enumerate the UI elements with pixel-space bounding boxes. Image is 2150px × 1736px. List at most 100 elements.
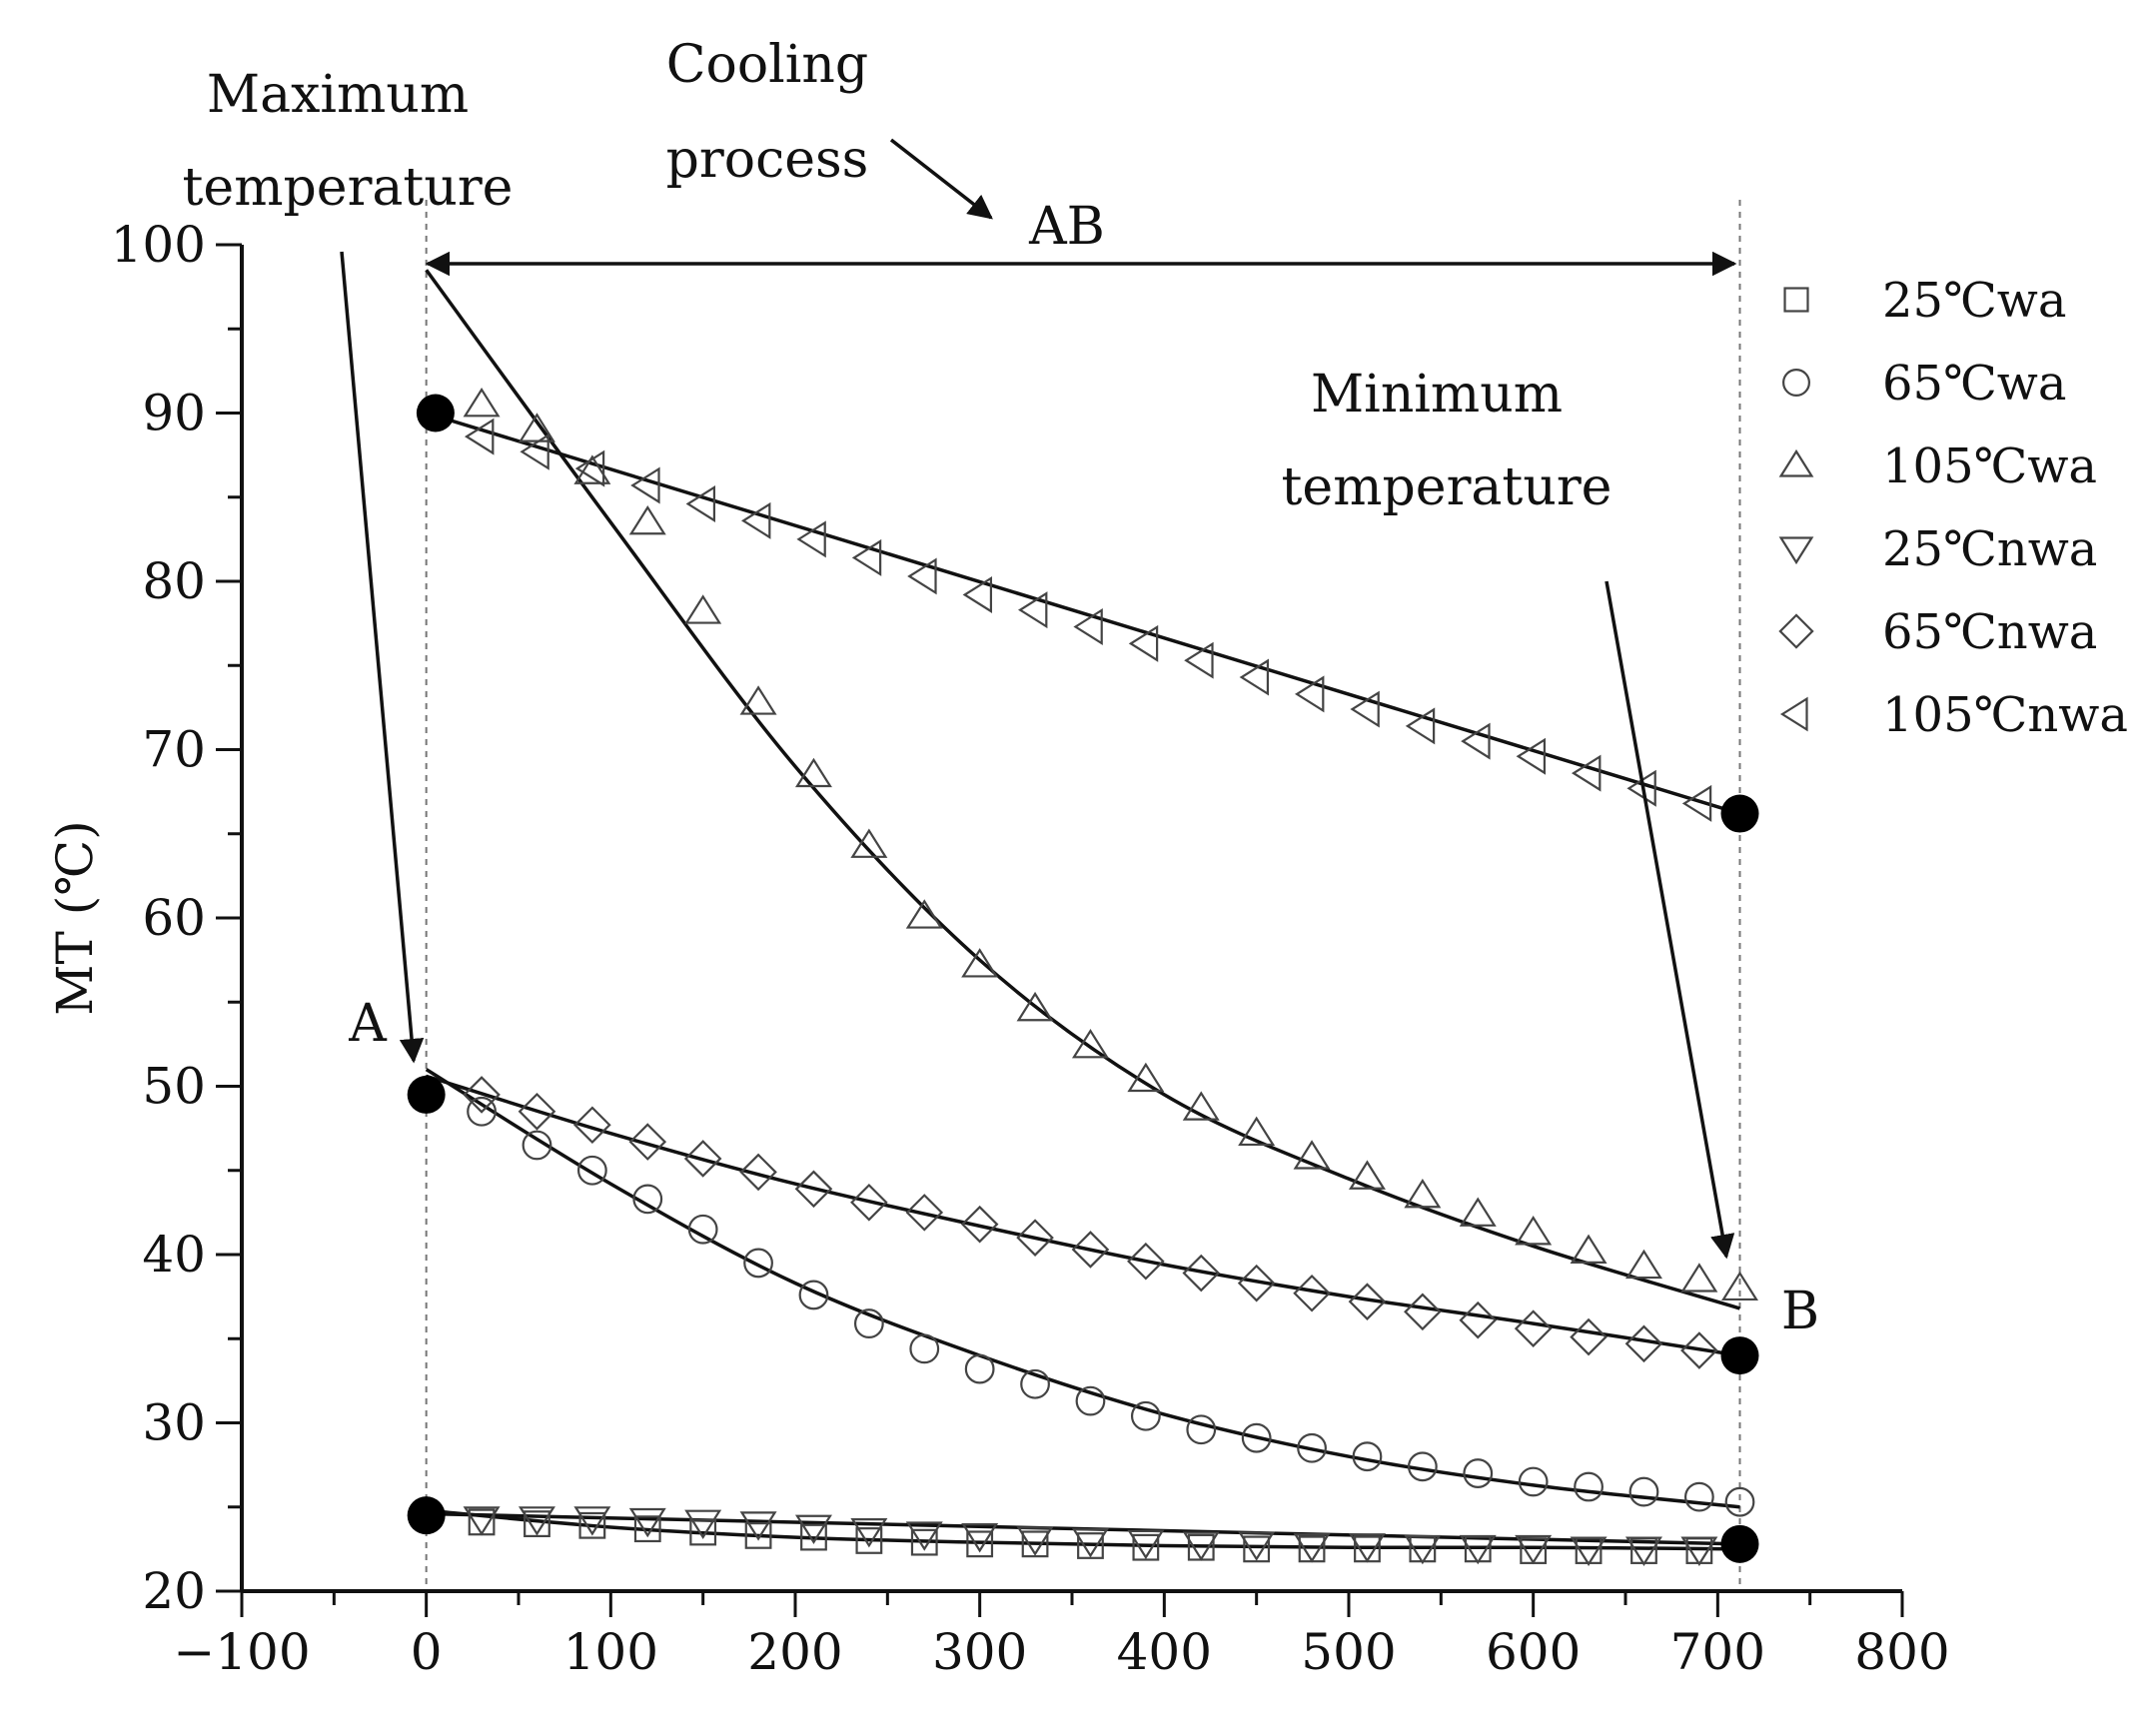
- legend-item: 65℃nwa: [1778, 604, 2097, 660]
- point-b-label: B: [1781, 1282, 1819, 1341]
- data-point: [573, 1106, 611, 1145]
- data-point: [1518, 1466, 1549, 1497]
- data-point: [463, 1076, 501, 1114]
- data-point: [910, 1528, 938, 1556]
- data-point: [573, 454, 611, 484]
- data-point: [743, 1248, 773, 1279]
- y-axis-label: MT (℃): [46, 820, 104, 1015]
- legend-item: 25℃nwa: [1778, 521, 2097, 577]
- data-point: [464, 418, 495, 455]
- series-65℃nwa: [463, 1076, 1718, 1369]
- data-point: [632, 1184, 663, 1215]
- data-point: [1459, 1197, 1497, 1227]
- data-point: [1184, 641, 1214, 679]
- x-tick-label: 600: [1486, 1623, 1581, 1681]
- data-point: [962, 575, 993, 613]
- data-point: [1514, 1309, 1553, 1347]
- data-point: [1405, 707, 1436, 745]
- y-tick-label: 30: [142, 1394, 206, 1452]
- y-tick-label: 70: [142, 721, 206, 779]
- data-point: [1463, 1458, 1494, 1488]
- x-tick-label: 500: [1301, 1623, 1396, 1681]
- data-point: [739, 1153, 777, 1192]
- cooling-label-line1: Cooling: [666, 35, 868, 95]
- y-tick-label: 100: [111, 216, 206, 274]
- data-point: [1624, 1249, 1662, 1280]
- data-point: [794, 1170, 833, 1209]
- min-temp-label-line2: temperature: [1282, 457, 1612, 517]
- data-point: [794, 1514, 832, 1545]
- fit-65wa-line: [425, 1068, 1740, 1509]
- data-point: [1624, 1324, 1663, 1363]
- data-point: [744, 1521, 772, 1549]
- x-tick-label: 700: [1670, 1623, 1765, 1681]
- data-point: [573, 1506, 611, 1536]
- data-point: [1294, 675, 1325, 713]
- data-point: [1520, 1537, 1548, 1564]
- data-point: [1404, 1178, 1442, 1209]
- annotations: Maximum temperature Cooling process AB M…: [183, 35, 1820, 1341]
- max-temp-label-line2: temperature: [183, 158, 514, 218]
- data-point: [1293, 1140, 1331, 1170]
- data-markers: [463, 388, 1758, 1566]
- data-point: [1127, 1242, 1165, 1281]
- data-point: [1073, 608, 1103, 645]
- cooling-label-line2: process: [666, 130, 869, 190]
- data-point: [1020, 1368, 1050, 1399]
- data-point: [574, 449, 605, 487]
- data-point: [1683, 1481, 1714, 1512]
- data-point: [1237, 1264, 1276, 1302]
- fit-65nwa-line: [426, 1074, 1740, 1357]
- data-point: [628, 504, 666, 535]
- data-point: [796, 520, 826, 558]
- data-point: [1571, 754, 1602, 792]
- legend-label: 25℃wa: [1882, 273, 2066, 329]
- data-point: [1348, 1283, 1387, 1320]
- ab-label: AB: [1028, 197, 1105, 257]
- data-point: [739, 1511, 777, 1541]
- data-point: [1350, 690, 1380, 728]
- data-point: [964, 1353, 995, 1384]
- key-point: [1720, 794, 1759, 833]
- data-point: [683, 1140, 722, 1178]
- data-point: [1574, 1471, 1604, 1502]
- data-point: [1516, 737, 1547, 775]
- data-point: [905, 899, 943, 929]
- legend-item: 65℃wa: [1782, 356, 2066, 412]
- axes: [240, 245, 1902, 1593]
- data-point: [1348, 1160, 1386, 1190]
- data-point: [1293, 1533, 1331, 1563]
- data-point: [1075, 1385, 1106, 1416]
- data-point: [687, 1214, 718, 1245]
- cooling-arrow: [889, 138, 993, 220]
- x-tick-label: 0: [411, 1623, 443, 1681]
- data-point: [578, 1511, 606, 1539]
- data-point: [524, 1510, 550, 1538]
- data-point: [1352, 1441, 1383, 1472]
- data-point: [1348, 1533, 1386, 1563]
- data-point: [684, 1509, 722, 1539]
- legend-marker: [1778, 448, 1814, 477]
- data-point: [850, 828, 888, 858]
- key-point: [407, 1075, 446, 1114]
- data-point: [522, 1130, 552, 1161]
- x-tick-label: 100: [563, 1623, 658, 1681]
- data-point: [850, 1517, 888, 1548]
- key-point: [1720, 1524, 1759, 1563]
- data-point: [961, 1523, 999, 1553]
- data-point: [850, 1183, 888, 1222]
- data-point: [1077, 1532, 1104, 1559]
- data-point: [1624, 1536, 1662, 1566]
- x-tick-label: 400: [1117, 1623, 1212, 1681]
- data-point: [739, 685, 777, 715]
- key-point: [407, 1496, 446, 1535]
- data-point: [1724, 1486, 1755, 1517]
- data-point: [800, 1523, 827, 1551]
- point-a-label: A: [348, 994, 388, 1054]
- y-tick-label: 90: [142, 385, 206, 442]
- data-point: [1016, 991, 1054, 1022]
- data-point: [467, 1096, 497, 1127]
- data-point: [463, 1506, 501, 1536]
- legend-item: 105℃nwa: [1779, 687, 2128, 743]
- data-point: [905, 1521, 943, 1551]
